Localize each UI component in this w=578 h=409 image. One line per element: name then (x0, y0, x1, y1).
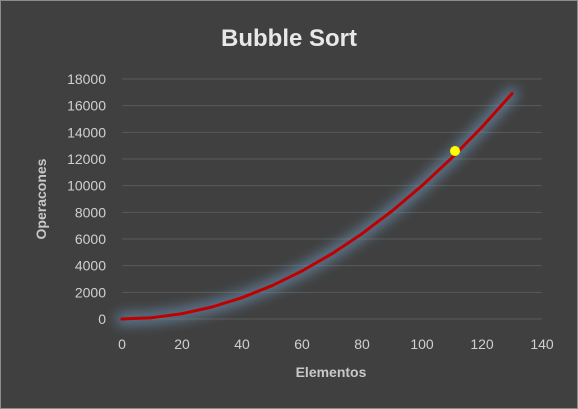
data-point (300, 269, 304, 273)
data-point (480, 125, 484, 129)
data-point (180, 312, 184, 316)
grid-lines (122, 78, 542, 320)
x-axis-ticks: 0 20 40 60 80 100 120 140 (118, 336, 554, 352)
y-axis-title: Operacones (33, 158, 49, 239)
data-point (330, 252, 334, 256)
data-point (360, 232, 364, 236)
y-tick-label: 18000 (67, 71, 106, 87)
data-point (510, 92, 514, 96)
x-axis-title: Elementos (296, 364, 367, 380)
data-point (120, 317, 124, 321)
y-tick-label: 4000 (75, 258, 106, 274)
y-tick-label: 14000 (67, 124, 106, 140)
data-point (390, 209, 394, 213)
x-tick-label: 140 (530, 336, 554, 352)
y-tick-label: 8000 (75, 204, 106, 220)
data-point (420, 184, 424, 188)
x-tick-label: 20 (174, 336, 190, 352)
y-tick-label: 10000 (67, 178, 106, 194)
y-tick-label: 16000 (67, 98, 106, 114)
y-tick-label: 12000 (67, 151, 106, 167)
highlight-point (450, 146, 460, 156)
data-point (450, 156, 454, 160)
data-point (240, 296, 244, 300)
data-point (270, 284, 274, 288)
x-tick-label: 0 (118, 336, 126, 352)
data-point (150, 316, 154, 320)
series-layer (116, 87, 518, 325)
x-tick-label: 120 (470, 336, 494, 352)
x-tick-label: 40 (234, 336, 250, 352)
x-tick-label: 60 (294, 336, 310, 352)
chart-title: Bubble Sort (221, 25, 357, 52)
data-point (210, 305, 214, 309)
series-line (120, 92, 514, 321)
series-glow (116, 87, 518, 325)
y-tick-label: 6000 (75, 231, 106, 247)
x-tick-label: 100 (410, 336, 434, 352)
y-tick-label: 0 (98, 311, 106, 327)
x-tick-label: 80 (354, 336, 370, 352)
y-axis-ticks: 0 2000 4000 6000 8000 10000 12000 14000 16000 180… (67, 71, 106, 327)
y-tick-label: 2000 (75, 284, 106, 300)
